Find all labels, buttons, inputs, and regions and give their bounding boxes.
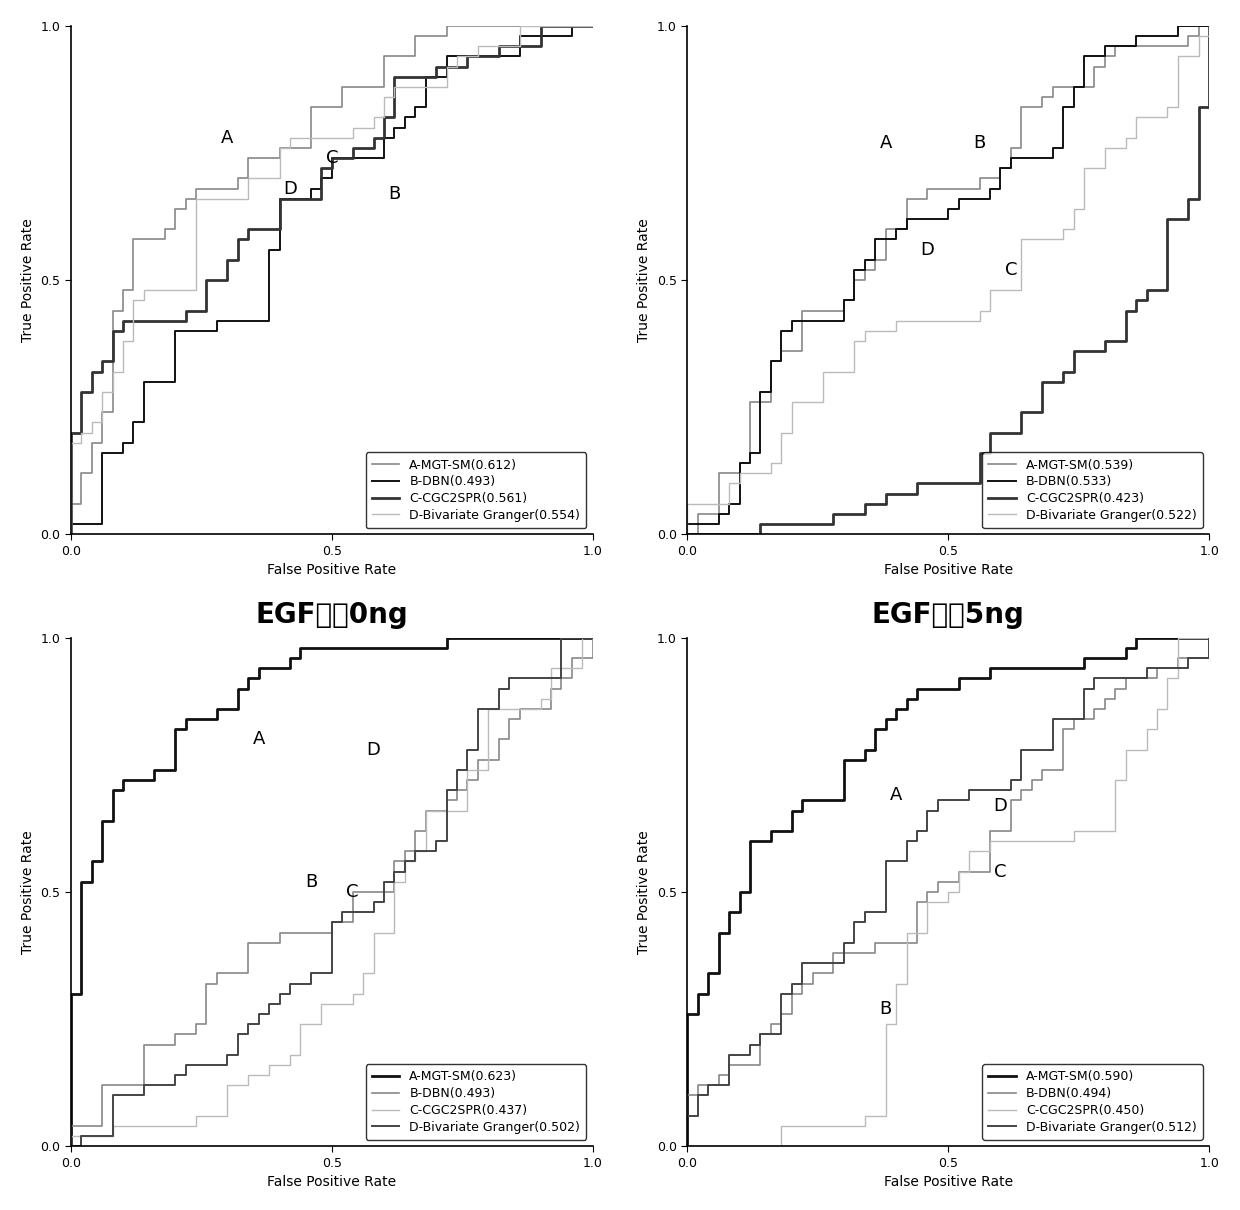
- Legend: A-MGT-SM(0.612), B-DBN(0.493), C-CGC2SPR(0.561), D-Bivariate Granger(0.554): A-MGT-SM(0.612), B-DBN(0.493), C-CGC2SPR…: [366, 453, 587, 528]
- Y-axis label: True Positive Rate: True Positive Rate: [21, 218, 35, 342]
- Text: EGF含量5ng: EGF含量5ng: [872, 601, 1024, 629]
- X-axis label: False Positive Rate: False Positive Rate: [267, 563, 397, 577]
- Text: C: C: [326, 149, 339, 167]
- Text: C: C: [994, 863, 1007, 881]
- Text: A: A: [890, 786, 903, 805]
- Text: B: B: [973, 134, 986, 151]
- Text: D: D: [367, 741, 381, 759]
- Text: C: C: [1004, 261, 1017, 278]
- Text: EGF含量0ng: EGF含量0ng: [255, 601, 408, 629]
- X-axis label: False Positive Rate: False Positive Rate: [884, 563, 1013, 577]
- Text: D: D: [993, 796, 1007, 814]
- Legend: A-MGT-SM(0.590), B-DBN(0.494), C-CGC2SPR(0.450), D-Bivariate Granger(0.512): A-MGT-SM(0.590), B-DBN(0.494), C-CGC2SPR…: [982, 1064, 1203, 1140]
- Text: A: A: [253, 731, 265, 749]
- Text: D: D: [920, 241, 935, 259]
- X-axis label: False Positive Rate: False Positive Rate: [267, 1175, 397, 1189]
- Legend: A-MGT-SM(0.539), B-DBN(0.533), C-CGC2SPR(0.423), D-Bivariate Granger(0.522): A-MGT-SM(0.539), B-DBN(0.533), C-CGC2SPR…: [982, 453, 1203, 528]
- Text: D: D: [283, 179, 296, 197]
- Text: B: B: [305, 872, 317, 891]
- Legend: A-MGT-SM(0.623), B-DBN(0.493), C-CGC2SPR(0.437), D-Bivariate Granger(0.502): A-MGT-SM(0.623), B-DBN(0.493), C-CGC2SPR…: [366, 1064, 587, 1140]
- X-axis label: False Positive Rate: False Positive Rate: [884, 1175, 1013, 1189]
- Text: A: A: [221, 128, 233, 146]
- Text: A: A: [879, 134, 892, 151]
- Y-axis label: True Positive Rate: True Positive Rate: [637, 830, 651, 953]
- Y-axis label: True Positive Rate: True Positive Rate: [21, 830, 35, 953]
- Text: B: B: [388, 185, 401, 202]
- Text: C: C: [346, 883, 358, 901]
- Text: B: B: [879, 999, 892, 1018]
- Y-axis label: True Positive Rate: True Positive Rate: [637, 218, 651, 342]
